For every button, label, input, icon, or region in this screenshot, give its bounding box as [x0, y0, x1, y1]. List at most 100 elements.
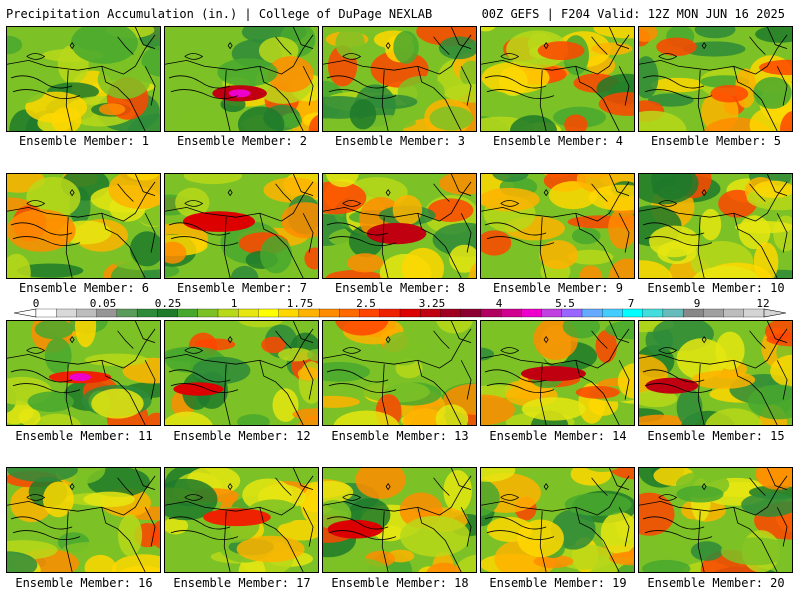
boundary-line [697, 70, 705, 131]
boundary-line [484, 516, 547, 530]
precip-blob [175, 187, 210, 218]
station-marker-icon [227, 188, 233, 197]
boundary-line [342, 494, 362, 501]
precip-blob [481, 27, 496, 32]
map-boundaries [165, 174, 314, 278]
ensemble-member-label: Ensemble Member: 14 [489, 429, 627, 443]
station-marker-icon [701, 482, 707, 491]
ensemble-member-label: Ensemble Member: 10 [647, 281, 785, 295]
boundary-line [433, 183, 450, 202]
boundary-line [591, 330, 608, 349]
precip-blob [323, 395, 360, 408]
extreme-precip-core [69, 373, 91, 382]
boundary-line [65, 511, 73, 572]
boundary-line [168, 222, 231, 236]
ensemble-member-map-5 [638, 26, 793, 132]
precip-blob [399, 515, 471, 557]
colorbar-swatch [177, 308, 199, 318]
boundary-line [644, 89, 713, 100]
precip-blob [118, 514, 143, 557]
precip-blob [267, 56, 314, 93]
colorbar-tick-label: 0.05 [89, 297, 117, 310]
boundary-line [766, 321, 788, 343]
precip-blob [651, 174, 693, 200]
boundary-line [642, 222, 705, 236]
precip-blob [411, 321, 435, 329]
precip-blob [598, 92, 634, 116]
station-marker-icon [385, 41, 391, 50]
precip-blob [605, 321, 634, 340]
precip-blob [735, 220, 792, 234]
precip-blob [692, 266, 760, 278]
precip-blob [639, 56, 659, 99]
precip-blob [260, 235, 293, 274]
boundary-line [417, 360, 462, 425]
boundary-line [733, 507, 778, 572]
precip-blob [129, 231, 160, 267]
precip-blob [492, 174, 529, 182]
ensemble-member-label: Ensemble Member: 13 [331, 429, 469, 443]
precipitation-field-16 [7, 468, 160, 572]
boundary-line [539, 70, 547, 131]
precip-blob [609, 468, 634, 480]
boundary-line [12, 236, 81, 247]
precip-blob [165, 241, 187, 264]
precip-blob [192, 356, 251, 384]
map-boundaries [165, 321, 314, 425]
boundary-line [486, 530, 555, 541]
boundary-line [460, 360, 472, 400]
precip-blob [238, 321, 283, 328]
map-boundaries [7, 321, 156, 425]
precip-blob [349, 99, 377, 130]
precip-blob [261, 336, 286, 354]
precip-blob [694, 27, 736, 39]
colorbar-swatch [682, 308, 704, 318]
precip-blob [297, 367, 318, 381]
boundary-line [644, 530, 713, 541]
ensemble-member-label: Ensemble Member: 6 [18, 281, 150, 295]
precip-blob [481, 394, 515, 425]
ensemble-member-map-20 [638, 467, 793, 573]
boundary-line [749, 330, 766, 349]
precip-blob [62, 541, 126, 557]
map-boundaries [639, 468, 788, 572]
precipitation-field-5 [639, 27, 792, 131]
boundary-line [170, 383, 239, 394]
boundary-line [450, 321, 472, 343]
boundary-line [26, 200, 46, 207]
map-boundaries [7, 27, 156, 131]
ensemble-member-map-14 [480, 320, 635, 426]
boundary-line [776, 213, 788, 253]
boundary-line [486, 236, 555, 247]
precip-blob [481, 61, 550, 94]
ensemble-member-label: Ensemble Member: 12 [173, 429, 311, 443]
precip-blob [649, 225, 700, 258]
precip-blob [165, 478, 218, 521]
boundary-line [575, 66, 620, 131]
boundary-line [328, 383, 397, 394]
boundary-line [484, 75, 547, 89]
boundary-line [168, 516, 231, 530]
boundary-line [65, 217, 73, 278]
boundary-line [749, 477, 766, 496]
boundary-line [539, 364, 547, 425]
boundary-line [326, 369, 389, 383]
boundary-line [481, 475, 630, 516]
precip-blob [481, 468, 516, 482]
boundary-line [342, 347, 362, 354]
ensemble-member-map-9 [480, 173, 635, 279]
precip-blob [84, 554, 117, 572]
precip-blob [306, 348, 318, 362]
boundary-line [766, 27, 788, 49]
map-boundaries [481, 27, 630, 131]
boundary-line [776, 507, 788, 547]
boundary-line [500, 53, 520, 60]
precip-blob [119, 565, 160, 572]
colorbar-swatch [258, 308, 280, 318]
precip-blob [98, 103, 126, 116]
precip-blob [237, 106, 285, 131]
precip-blob [720, 537, 791, 566]
boundary-line [275, 330, 292, 349]
precipitation-field-20 [639, 468, 792, 572]
map-boundaries [165, 27, 314, 131]
